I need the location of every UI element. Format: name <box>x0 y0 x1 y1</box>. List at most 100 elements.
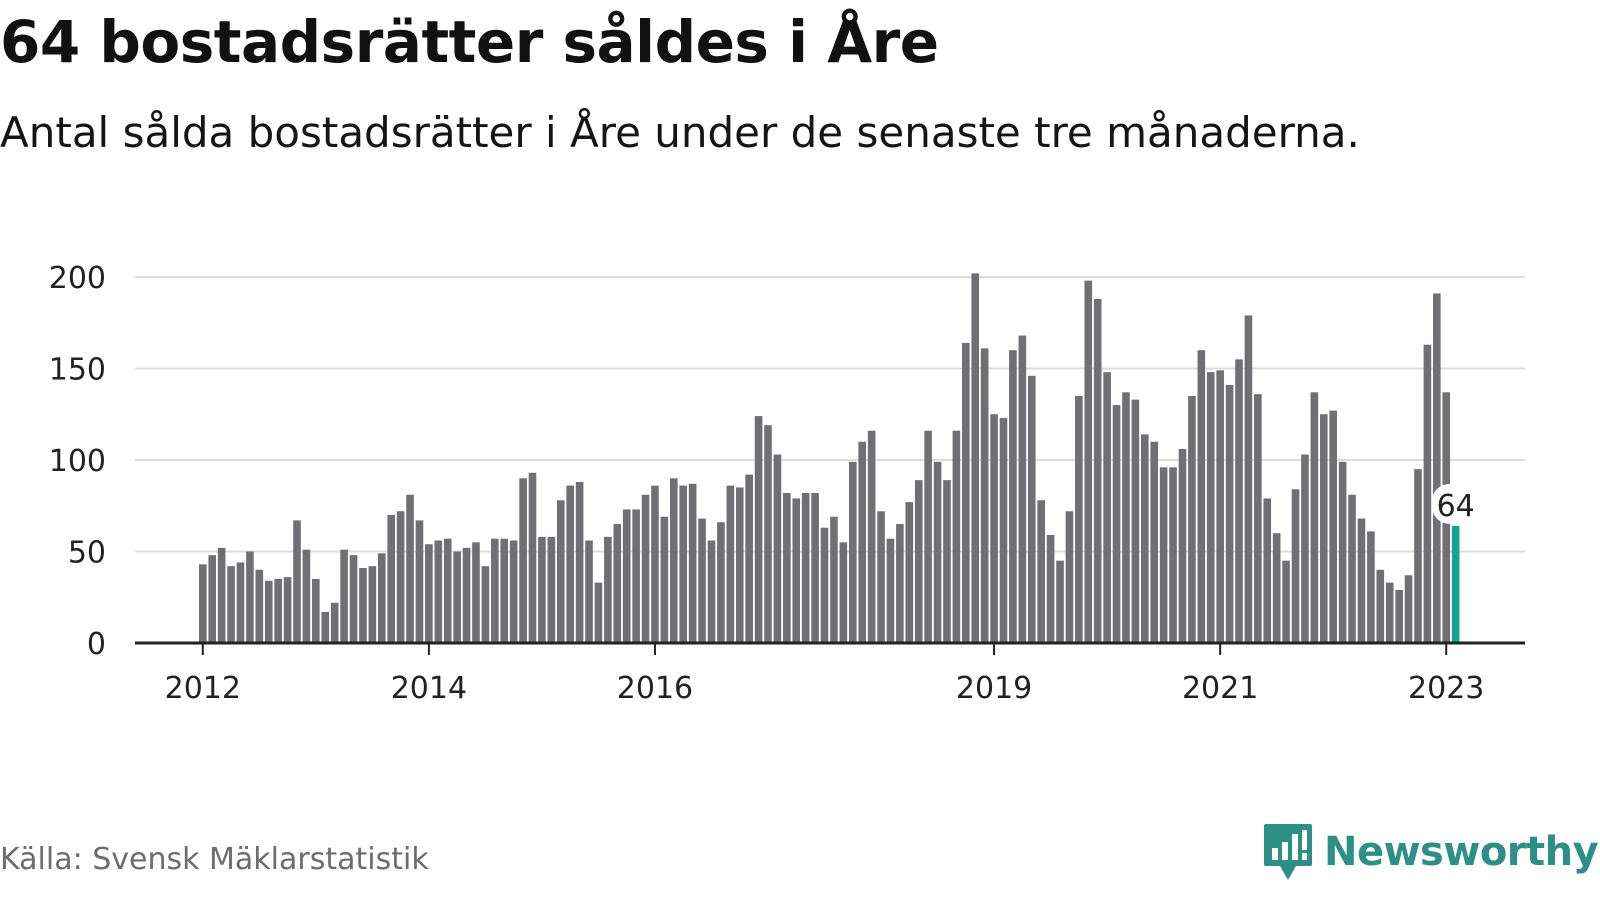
bar <box>264 580 273 643</box>
bar <box>1112 405 1121 643</box>
bar <box>528 472 537 643</box>
bar <box>764 425 772 643</box>
bar <box>811 492 819 643</box>
bar <box>255 569 264 643</box>
bar <box>830 516 838 643</box>
bar <box>556 500 565 643</box>
bar <box>905 502 914 643</box>
bar <box>1065 511 1074 643</box>
bar <box>500 538 509 643</box>
bar <box>1197 350 1206 643</box>
bar <box>1272 533 1281 643</box>
bar <box>839 542 848 643</box>
bar <box>1254 394 1262 643</box>
bar <box>877 511 885 643</box>
bar <box>952 430 961 643</box>
bar <box>943 480 951 643</box>
bar <box>1310 392 1319 643</box>
bar <box>688 483 697 643</box>
brand-logo[interactable]: Newsworthy <box>1262 820 1599 884</box>
bar <box>1131 399 1140 643</box>
bar <box>679 485 688 643</box>
bar <box>1084 280 1093 643</box>
bar <box>1216 370 1224 643</box>
bar <box>1075 395 1083 643</box>
bar <box>660 516 669 643</box>
annotations: 64 <box>1431 483 1480 524</box>
bar <box>924 430 932 643</box>
y-tick-label: 200 <box>49 261 106 296</box>
bar <box>1027 375 1036 643</box>
bar <box>1329 410 1337 643</box>
bar <box>820 527 829 643</box>
bar <box>1338 461 1347 643</box>
bar <box>1395 589 1403 643</box>
bar <box>1206 372 1215 643</box>
bar <box>1348 494 1356 643</box>
bar <box>368 566 377 643</box>
x-tick-label: 2019 <box>956 671 1032 706</box>
x-tick-label: 2021 <box>1182 671 1258 706</box>
bar <box>1357 518 1366 643</box>
bar-highlight <box>1451 525 1460 643</box>
bar <box>792 498 801 643</box>
highlight-value-label: 64 <box>1437 489 1475 524</box>
bar <box>566 485 574 643</box>
bar <box>509 540 518 643</box>
bar <box>1188 395 1196 643</box>
bar <box>1282 560 1290 643</box>
bar <box>641 494 650 643</box>
bar <box>1093 298 1102 643</box>
bar <box>321 611 330 643</box>
bar-chart: 0 50 100 150 200 2012 2014 2016 2019 2021 2023 64 <box>49 261 1525 706</box>
bar <box>1150 441 1159 643</box>
bar <box>538 536 546 643</box>
source-note: Källa: Svensk Mäklarstatistik <box>0 842 429 877</box>
bar <box>312 578 320 643</box>
x-axis: 2012 2014 2016 2019 2021 2023 <box>135 641 1525 706</box>
brand-name: Newsworthy <box>1324 829 1599 875</box>
bar <box>783 492 791 643</box>
bar <box>293 520 301 643</box>
bar <box>1414 469 1422 643</box>
x-tick-label: 2012 <box>165 671 241 706</box>
y-tick-label: 50 <box>68 536 106 571</box>
bar <box>698 518 706 643</box>
bar <box>1056 560 1064 643</box>
x-tick-label: 2014 <box>391 671 467 706</box>
bar <box>1244 315 1253 643</box>
bar <box>1122 392 1130 643</box>
bar <box>971 273 980 643</box>
bar <box>425 544 433 643</box>
bar <box>340 549 348 643</box>
y-tick-label: 150 <box>49 353 106 388</box>
bar <box>1235 359 1243 643</box>
bar <box>1103 372 1111 643</box>
bar <box>801 492 810 643</box>
bar <box>330 602 339 643</box>
bar <box>1291 489 1300 643</box>
bar <box>236 562 245 643</box>
bar <box>349 555 358 643</box>
bar <box>914 480 923 643</box>
bar <box>472 542 480 643</box>
bar <box>622 509 631 643</box>
chart-title: 64 bostadsrätter såldes i Åre <box>0 8 939 76</box>
bar <box>199 564 207 643</box>
bar <box>1169 467 1177 643</box>
bar <box>406 494 414 643</box>
bars <box>199 273 1460 643</box>
bar <box>519 478 527 643</box>
bar <box>1018 335 1027 643</box>
bar <box>980 348 989 643</box>
bar <box>735 487 744 643</box>
bar <box>1046 535 1055 643</box>
bar <box>1367 531 1375 643</box>
bar <box>227 566 235 643</box>
bar <box>773 454 782 643</box>
bar <box>670 478 678 643</box>
bar <box>575 481 584 643</box>
bar <box>491 538 499 643</box>
bar <box>1037 500 1045 643</box>
bar <box>1433 293 1441 643</box>
